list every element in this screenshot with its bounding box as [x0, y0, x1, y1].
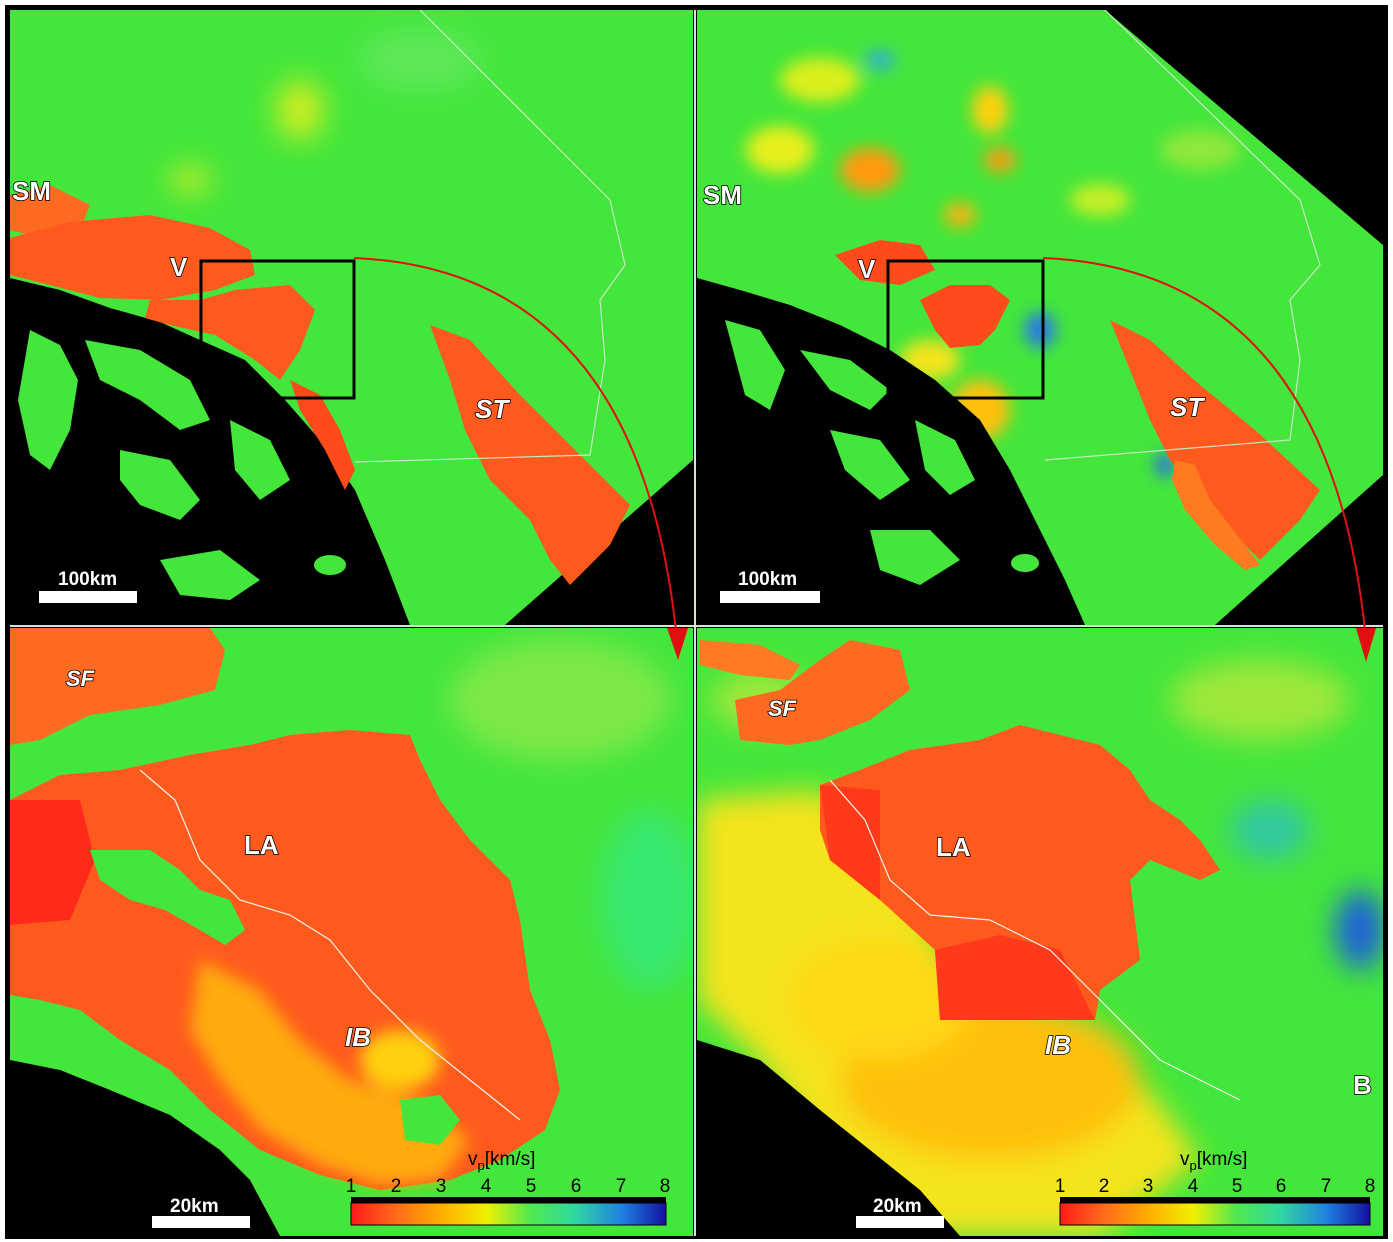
label-sf-bl: SF	[66, 666, 95, 691]
cb-tick-bl-3: 3	[436, 1176, 447, 1197]
cb-tick-br-6: 6	[1276, 1176, 1287, 1197]
cb-tick-bl-1: 1	[346, 1176, 357, 1197]
cb-tick-bl-2: 2	[391, 1176, 402, 1197]
cb-tick-bl-6: 6	[571, 1176, 582, 1197]
panel-bottom-right-map: SF LA IB B 20km vp[km/s] 1 2 3 4 5 6 7 8	[697, 628, 1383, 1236]
cb-tick-br-3: 3	[1143, 1176, 1154, 1197]
cb-tick-br-1: 1	[1055, 1176, 1066, 1197]
cb-tick-br-8: 8	[1365, 1176, 1376, 1197]
cb-tick-bl-5: 5	[526, 1176, 537, 1197]
panel-top-left-map: SM V ST 100km	[10, 10, 693, 625]
colorbar-ticks-bl: 1 2 3 4 5 6 7 8	[346, 1176, 671, 1197]
panel-bottom-left-map: SF LA IB 20km vp[km/s] 1 2 3 4 5 6 7 8	[10, 628, 693, 1236]
colorbar-title-br: v	[1180, 1149, 1190, 1170]
colorbar-ticks-br: 1 2 3 4 5 6 7 8	[1055, 1176, 1376, 1197]
cb-tick-br-2: 2	[1099, 1176, 1110, 1197]
label-st-tr: ST	[1170, 392, 1205, 422]
label-ib-bl: IB	[345, 1022, 371, 1052]
label-v-tl: V	[170, 252, 188, 282]
panel-letter-b: B	[1353, 1070, 1372, 1100]
cb-tick-bl-8: 8	[660, 1176, 671, 1197]
colorbar-br: vp[km/s] 1 2 3 4 5 6 7 8	[1055, 1149, 1376, 1226]
label-la-bl: LA	[244, 830, 279, 860]
arrow-head-right	[1356, 628, 1376, 662]
label-sm-tr: SM	[703, 180, 742, 210]
scale-bar-br	[856, 1216, 944, 1228]
cb-tick-bl-7: 7	[616, 1176, 627, 1197]
cb-tick-br-5: 5	[1232, 1176, 1243, 1197]
colorbar-title-unit-br: [km/s]	[1197, 1149, 1248, 1170]
panel-top-right-map: SM V ST 100km	[697, 10, 1383, 625]
svg-text:vp[km/s]: vp[km/s]	[1180, 1149, 1247, 1173]
cb-tick-bl-4: 4	[481, 1176, 492, 1197]
cb-tick-br-7: 7	[1321, 1176, 1332, 1197]
colorbar-bl: vp[km/s] 1 2 3 4 5 6 7 8	[346, 1149, 671, 1226]
scale-bar-label-tl: 100km	[58, 569, 117, 590]
label-sf-br: SF	[768, 696, 797, 721]
zoom-arrows	[353, 257, 1376, 662]
label-sm-tl: SM	[12, 176, 51, 206]
label-la-br: LA	[936, 832, 971, 862]
label-ib-br: IB	[1045, 1030, 1071, 1060]
scale-bar-tr	[720, 591, 820, 603]
scale-bar-label-bl: 20km	[170, 1196, 219, 1217]
colorbar-title-bl: v	[468, 1149, 478, 1170]
scale-bar-label-tr: 100km	[738, 569, 797, 590]
colorbar-title-unit-bl: [km/s]	[485, 1149, 536, 1170]
svg-text:vp[km/s]: vp[km/s]	[468, 1149, 535, 1173]
scale-bar-tl	[39, 591, 137, 603]
colorbar-title-sub-bl: p	[478, 1158, 485, 1173]
cb-tick-br-4: 4	[1188, 1176, 1199, 1197]
label-v-tr: V	[858, 254, 876, 284]
arrow-head-left	[667, 628, 688, 660]
colorbar-title-sub-br: p	[1190, 1158, 1197, 1173]
label-st-tl: ST	[475, 394, 510, 424]
scale-bar-label-br: 20km	[873, 1196, 922, 1217]
scale-bar-bl	[152, 1216, 250, 1228]
